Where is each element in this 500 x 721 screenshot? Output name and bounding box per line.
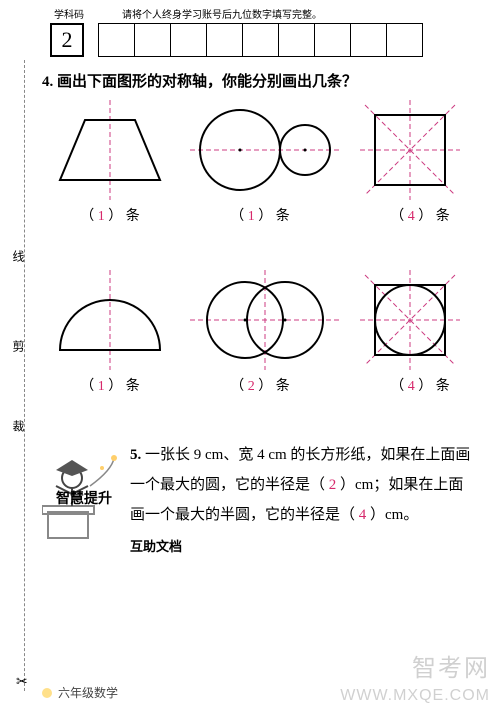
account-label: 请将个人终身学习账号后九位数字填写完整。 [122, 6, 322, 21]
circle-in-square-svg [350, 270, 470, 370]
caption-circle-in-square: （ 4 ） 条 [350, 375, 490, 395]
id-box [242, 23, 279, 57]
cut-line [24, 60, 25, 691]
scissors-icon: ✂ [16, 674, 28, 691]
footer-text: 六年级数学 [58, 684, 118, 701]
q4-number: 4. [42, 74, 53, 90]
answer-value: 1 [98, 379, 105, 394]
q5-ans2: 4 [359, 507, 367, 523]
answer-value: 4 [408, 209, 415, 224]
q5-part3: ）cm。 [370, 507, 418, 523]
side-label-3: 裁 [10, 420, 27, 432]
id-box [170, 23, 207, 57]
answer-value: 1 [98, 209, 105, 224]
two-circles-svg [190, 100, 340, 200]
watermark-url: WWW.MXQE.COM [340, 687, 490, 705]
shapes-row-2: （ 1 ） 条 （ 2 ） 条 [0, 270, 500, 410]
shape-two-circles: （ 1 ） 条 [190, 100, 330, 200]
id-box [278, 23, 315, 57]
side-label-2: 剪 [10, 340, 27, 352]
side-label-1: 线 [10, 250, 27, 262]
shape-overlap-circles: （ 2 ） 条 [190, 270, 330, 370]
subject-code-label: 学科码 [54, 6, 84, 21]
watermark-cn: 智考网 [412, 648, 490, 683]
answer-value: 2 [248, 379, 255, 394]
footer: 六年级数学 [42, 684, 118, 701]
caption-square: （ 4 ） 条 [350, 205, 490, 225]
answer-value: 1 [248, 209, 255, 224]
q5-number: 5. [130, 447, 141, 463]
footer-dot-icon [42, 688, 52, 698]
header: 学科码 请将个人终身学习账号后九位数字填写完整。 2 [50, 6, 480, 57]
answer-value: 4 [408, 379, 415, 394]
id-boxes [98, 23, 423, 57]
square-svg [350, 100, 470, 200]
q4-title: 4. 画出下面图形的对称轴，你能分别画出几条？ [42, 70, 357, 91]
caption-semicircle: （ 1 ） 条 [40, 375, 180, 395]
shape-circle-in-square: （ 4 ） 条 [350, 270, 490, 370]
caption-two-circles: （ 1 ） 条 [190, 205, 330, 225]
caption-overlap-circles: （ 2 ） 条 [190, 375, 330, 395]
source-label: 互助文档 [130, 534, 472, 560]
q5-block: 5. 一张长 9 cm、宽 4 cm 的长方形纸，如果在上面画一个最大的圆，它的… [40, 440, 472, 560]
caption-trapezoid: （ 1 ） 条 [40, 205, 180, 225]
shape-square: （ 4 ） 条 [350, 100, 490, 200]
shape-trapezoid: （ 1 ） 条 [40, 100, 180, 200]
header-labels: 学科码 请将个人终身学习账号后九位数字填写完整。 [50, 6, 480, 21]
q5-text: 5. 一张长 9 cm、宽 4 cm 的长方形纸，如果在上面画一个最大的圆，它的… [130, 440, 472, 530]
q4-text: 画出下面图形的对称轴，你能分别画出几条？ [57, 74, 357, 90]
id-box [386, 23, 423, 57]
subject-code-box: 2 [50, 23, 84, 57]
id-box [206, 23, 243, 57]
overlap-circles-svg [190, 270, 340, 370]
q5-ans1: 2 [329, 477, 337, 493]
semicircle-svg [40, 270, 180, 370]
id-box [314, 23, 351, 57]
shapes-row-1: （ 1 ） 条 （ 1 ） 条 （ [0, 100, 500, 240]
id-box [98, 23, 135, 57]
id-box [134, 23, 171, 57]
trapezoid-svg [40, 100, 180, 200]
subject-code-value: 2 [62, 27, 73, 53]
shape-semicircle: （ 1 ） 条 [40, 270, 180, 370]
code-row: 2 [50, 23, 480, 57]
id-box [350, 23, 387, 57]
